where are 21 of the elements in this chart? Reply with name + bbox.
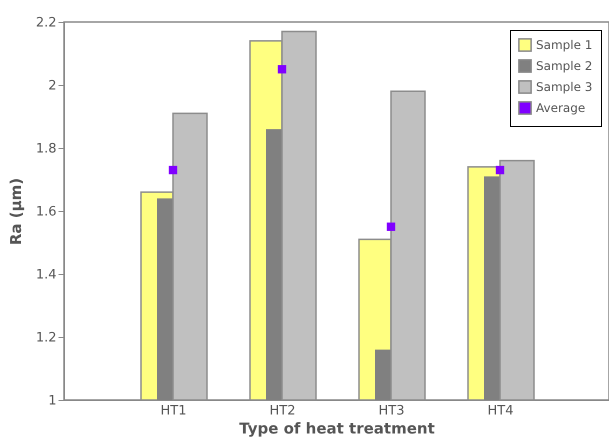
- point: [386, 222, 396, 231]
- y-tick-label: 1.4: [36, 268, 56, 282]
- legend-label: Sample 3: [536, 80, 592, 94]
- point: [278, 65, 286, 74]
- point: [496, 166, 504, 174]
- y-tick-label: 1.8: [36, 142, 56, 156]
- point: [168, 166, 178, 174]
- y-tick-label: 1.6: [36, 204, 56, 220]
- legend-label: Sample 2: [536, 59, 592, 73]
- y-tick-label: 1.2: [36, 330, 56, 346]
- legend-label: Average: [536, 101, 586, 115]
- x-tick-label: HT1: [160, 404, 186, 418]
- x-tick-label: HT2: [270, 404, 296, 418]
- y-axis-title: Ra (µm): [6, 178, 25, 246]
- legend-label: Sample 1: [536, 38, 592, 52]
- y-tick-label: 2: [48, 78, 56, 94]
- x-axis-title: Type of heat treatment: [239, 420, 435, 438]
- y-tick-label: 1: [48, 394, 56, 408]
- x-tick-label: HT3: [378, 404, 404, 418]
- x-tick-label: HT4: [488, 404, 514, 418]
- y-tick-label: 2.2: [36, 16, 56, 30]
